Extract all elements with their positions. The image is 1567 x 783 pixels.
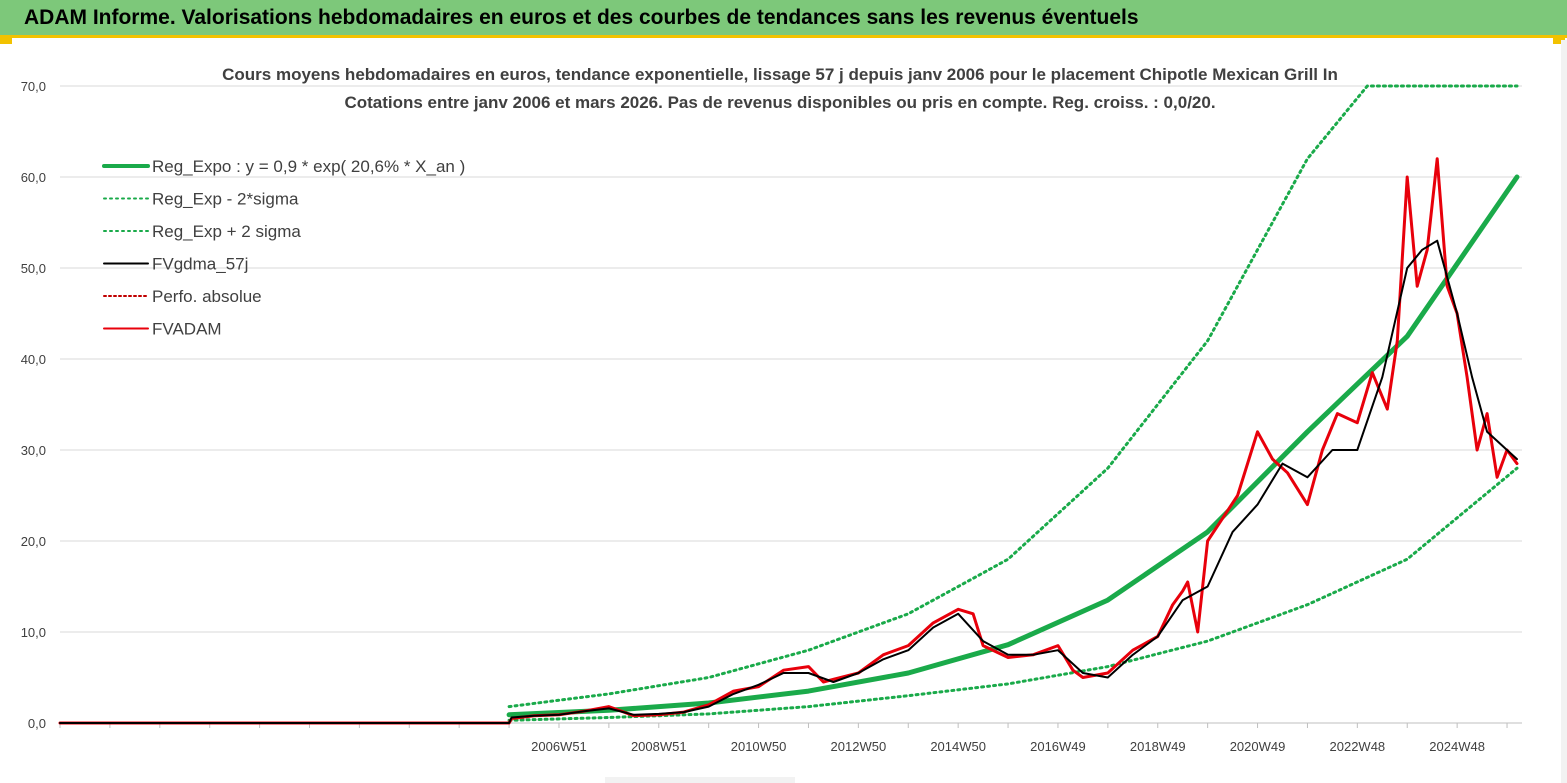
x-tick-label: 2008W51 bbox=[631, 739, 687, 754]
y-tick-label: 20,0 bbox=[21, 534, 46, 549]
y-tick-label: 50,0 bbox=[21, 261, 46, 276]
accent-mark-bottom bbox=[605, 777, 795, 783]
page-title: ADAM Informe. Valorisations hebdomadaire… bbox=[24, 6, 1139, 29]
chart-title-block: Cours moyens hebdomadaires en euros, ten… bbox=[222, 65, 1338, 112]
header-banner: ADAM Informe. Valorisations hebdomadaire… bbox=[0, 0, 1567, 38]
x-tick-label: 2024W48 bbox=[1429, 739, 1485, 754]
x-tick-label: 2006W51 bbox=[531, 739, 587, 754]
gridlines bbox=[60, 85, 1522, 724]
y-tick-label: 0,0 bbox=[28, 716, 46, 731]
x-tick-label: 2020W49 bbox=[1230, 739, 1286, 754]
y-tick-label: 70,0 bbox=[21, 79, 46, 94]
y-tick-label: 10,0 bbox=[21, 625, 46, 640]
y-axis-ticks: 0,0 10,0 20,0 30,0 40,0 50,0 60,0 70,0 bbox=[21, 79, 46, 731]
legend-label-fvgdma: FVgdma_57j bbox=[152, 255, 248, 274]
accent-mark-right bbox=[1553, 38, 1565, 44]
x-tick-label: 2022W48 bbox=[1330, 739, 1386, 754]
y-tick-label: 60,0 bbox=[21, 170, 46, 185]
series-line-reg_expo bbox=[506, 174, 1520, 718]
chart-title-line-2: Cotations entre janv 2006 et mars 2026. … bbox=[344, 93, 1215, 112]
x-tick-label: 2018W49 bbox=[1130, 739, 1186, 754]
chart-frame: 0,0 10,0 20,0 30,0 40,0 50,0 60,0 70,0 2006W51 2… bbox=[0, 40, 1567, 783]
legend-label-perfo: Perfo. absolue bbox=[152, 287, 262, 306]
legend-label-fvadam: FVADAM bbox=[152, 320, 222, 339]
series-line-fvgdma bbox=[59, 239, 1518, 724]
legend-label-reg_expo: Reg_Expo : y = 0,9 * exp( 20,6% * X_an ) bbox=[152, 157, 465, 176]
y-tick-label: 40,0 bbox=[21, 352, 46, 367]
series-line-reg_minus bbox=[507, 466, 1519, 722]
y-tick-label: 30,0 bbox=[21, 443, 46, 458]
accent-mark-left bbox=[0, 38, 12, 44]
x-axis-ticks: 2006W51 2008W51 2010W50 2012W50 2014W50 2016W… bbox=[59, 723, 1508, 754]
series-group bbox=[58, 84, 1520, 725]
x-tick-label: 2014W50 bbox=[930, 739, 986, 754]
x-tick-label: 2012W50 bbox=[831, 739, 887, 754]
legend-label-reg_plus: Reg_Exp + 2 sigma bbox=[152, 222, 301, 241]
legend-label-reg_minus: Reg_Exp - 2*sigma bbox=[152, 190, 299, 209]
series-line-reg_plus bbox=[507, 84, 1519, 709]
line-chart: 0,010,020,030,040,050,060,070,0 2006W51 2… bbox=[21, 65, 1522, 754]
legend: Reg_Expo : y = 0,9 * exp( 20,6% * X_an )… bbox=[102, 157, 465, 339]
x-tick-label: 2016W49 bbox=[1030, 739, 1086, 754]
series-line-fvadam bbox=[58, 157, 1519, 725]
x-tick-label: 2010W50 bbox=[731, 739, 787, 754]
chart-title-line-1: Cours moyens hebdomadaires en euros, ten… bbox=[222, 65, 1338, 84]
